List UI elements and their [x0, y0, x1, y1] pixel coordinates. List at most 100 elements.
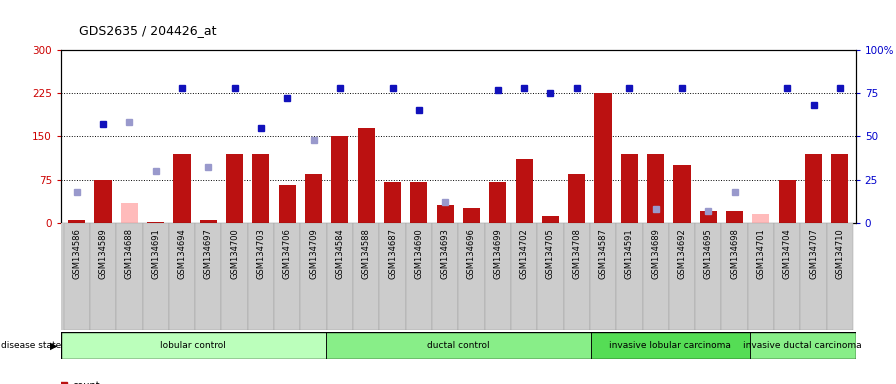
Bar	[590, 332, 750, 359]
Bar	[538, 223, 564, 330]
Bar	[253, 154, 270, 223]
Text: GSM134707: GSM134707	[809, 228, 818, 279]
Bar	[674, 165, 691, 223]
Bar	[831, 154, 849, 223]
Bar	[489, 182, 506, 223]
Text: GDS2635 / 204426_at: GDS2635 / 204426_at	[79, 24, 216, 37]
Bar	[168, 223, 195, 330]
Text: GSM134697: GSM134697	[203, 228, 212, 279]
Text: GSM134587: GSM134587	[599, 228, 607, 279]
Bar	[568, 174, 585, 223]
Bar	[326, 332, 590, 359]
Bar	[668, 223, 695, 330]
Bar	[779, 180, 796, 223]
Bar	[774, 223, 800, 330]
Bar	[695, 223, 721, 330]
Bar	[542, 216, 559, 223]
Text: count: count	[73, 381, 99, 384]
Text: GSM134687: GSM134687	[388, 228, 397, 279]
Bar	[647, 154, 664, 223]
Text: GSM134589: GSM134589	[99, 228, 108, 279]
Text: GSM134591: GSM134591	[625, 228, 633, 279]
Bar	[590, 223, 616, 330]
Bar	[458, 223, 485, 330]
Text: GSM134691: GSM134691	[151, 228, 160, 279]
Bar	[616, 223, 642, 330]
Bar	[147, 222, 164, 223]
Text: GSM134688: GSM134688	[125, 228, 134, 279]
Text: GSM134703: GSM134703	[256, 228, 265, 279]
Text: GSM134700: GSM134700	[230, 228, 239, 279]
Text: GSM134689: GSM134689	[651, 228, 660, 279]
Bar	[406, 223, 432, 330]
Bar	[379, 223, 406, 330]
Bar	[726, 211, 743, 223]
Bar	[64, 223, 90, 330]
Text: GSM134705: GSM134705	[546, 228, 555, 279]
Text: GSM134690: GSM134690	[414, 228, 423, 279]
Bar	[300, 223, 327, 330]
Bar	[221, 223, 248, 330]
Bar	[511, 223, 538, 330]
Text: GSM134706: GSM134706	[283, 228, 292, 279]
Bar	[116, 223, 142, 330]
Text: GSM134704: GSM134704	[783, 228, 792, 279]
Bar	[805, 154, 823, 223]
Bar	[61, 332, 326, 359]
Bar	[327, 223, 353, 330]
Bar	[594, 93, 612, 223]
Text: lobular control: lobular control	[160, 341, 227, 350]
Bar	[748, 223, 774, 330]
Bar	[226, 154, 243, 223]
Bar	[564, 223, 590, 330]
Bar	[750, 332, 856, 359]
Text: GSM134709: GSM134709	[309, 228, 318, 279]
Text: GSM134694: GSM134694	[177, 228, 186, 279]
Text: invasive ductal carcinoma: invasive ductal carcinoma	[744, 341, 862, 350]
Text: GSM134693: GSM134693	[441, 228, 450, 279]
Text: GSM134710: GSM134710	[835, 228, 844, 279]
Bar	[332, 136, 349, 223]
Text: ductal control: ductal control	[427, 341, 489, 350]
Text: GSM134702: GSM134702	[520, 228, 529, 279]
Bar	[142, 223, 168, 330]
Bar	[700, 211, 717, 223]
Text: GSM134698: GSM134698	[730, 228, 739, 279]
Bar	[353, 223, 379, 330]
Bar	[90, 223, 116, 330]
Bar	[753, 214, 770, 223]
Bar	[515, 159, 532, 223]
Bar	[68, 220, 85, 223]
Bar	[827, 223, 853, 330]
Bar	[305, 174, 323, 223]
Bar	[384, 182, 401, 223]
Text: invasive lobular carcinoma: invasive lobular carcinoma	[609, 341, 731, 350]
Bar	[721, 223, 748, 330]
Bar	[463, 208, 480, 223]
Bar	[248, 223, 274, 330]
Bar	[621, 154, 638, 223]
Text: disease state: disease state	[1, 341, 61, 350]
Bar	[410, 182, 427, 223]
Bar	[274, 223, 300, 330]
Text: GSM134699: GSM134699	[494, 228, 503, 279]
Bar	[432, 223, 458, 330]
Text: GSM134708: GSM134708	[573, 228, 582, 279]
Bar	[195, 223, 221, 330]
Text: GSM134695: GSM134695	[704, 228, 713, 279]
Bar	[800, 223, 827, 330]
Text: GSM134584: GSM134584	[335, 228, 344, 279]
Text: GSM134588: GSM134588	[362, 228, 371, 279]
Bar	[358, 127, 375, 223]
Bar	[642, 223, 668, 330]
Bar	[200, 220, 217, 223]
Bar	[174, 154, 191, 223]
Text: GSM134692: GSM134692	[677, 228, 686, 279]
Text: GSM134586: GSM134586	[73, 228, 82, 279]
Text: GSM134696: GSM134696	[467, 228, 476, 279]
Bar	[279, 185, 296, 223]
Bar	[121, 203, 138, 223]
Bar	[485, 223, 511, 330]
Text: ▶: ▶	[50, 341, 57, 351]
Text: GSM134701: GSM134701	[756, 228, 765, 279]
